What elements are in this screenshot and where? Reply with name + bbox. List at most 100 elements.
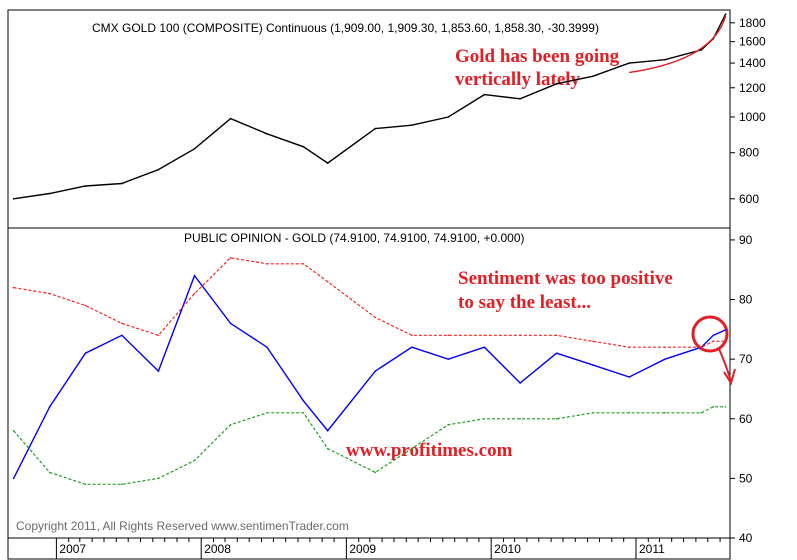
data-point-0-0-12: [447, 116, 450, 118]
data-point-1-1-11: [411, 334, 413, 337]
data-point-1-0-13: [483, 346, 486, 349]
watermark-url: www.profitimes.com: [346, 440, 513, 461]
data-point-1-2-12: [447, 423, 450, 426]
data-point-1-0-1: [48, 406, 51, 408]
data-point-1-1-3: [121, 322, 123, 325]
data-point-1-0-4: [157, 370, 160, 372]
copyright-text: Copyright 2011, All Rights Reserved www.…: [16, 519, 349, 533]
data-point-0-0-13: [483, 93, 486, 96]
data-point-0-0-2: [84, 185, 87, 187]
top-panel-title: CMX GOLD 100 (COMPOSITE) Continuous (1,9…: [92, 21, 599, 35]
data-point-1-2-14: [519, 418, 521, 420]
data-point-0-0-9: [326, 162, 329, 164]
series-line-1-0: [12, 274, 726, 479]
data-point-1-2-6: [229, 423, 232, 426]
bottom-annotation-line-2: to say the least...: [458, 292, 591, 313]
data-point-1-0-12: [447, 358, 450, 361]
top-panel-annotation: Gold has been going vertically lately: [455, 46, 620, 90]
x-tick-label-1: 2008: [204, 542, 231, 556]
series-line-1-2: [13, 406, 726, 485]
data-point-1-0-11: [411, 346, 413, 349]
data-point-1-2-15: [555, 418, 558, 420]
data-point-1-0-7: [266, 346, 268, 349]
data-point-0-0-14: [519, 98, 521, 100]
data-point-1-1-15: [555, 334, 558, 337]
data-point-0-0-1: [48, 192, 51, 195]
data-point-0-0-15: [555, 83, 558, 85]
bottom-annotation-line-1: Sentiment was too positive: [458, 268, 673, 289]
top-panel-frame: [7, 9, 731, 229]
series-line-0-0: [13, 13, 727, 200]
data-point-1-0-9: [326, 429, 329, 432]
data-point-1-2-7: [266, 412, 268, 414]
data-point-0-0-19: [700, 49, 703, 51]
data-point-0-0-21: [724, 13, 727, 15]
bottom-panel-title: PUBLIC OPINION - GOLD (74.9100, 74.9100,…: [184, 231, 525, 245]
data-point-1-0-16: [592, 364, 594, 366]
data-point-1-2-10: [374, 471, 377, 474]
down-arrow-head: [723, 368, 736, 386]
data-point-0-0-8: [302, 146, 305, 148]
data-point-0-0-3: [121, 182, 123, 185]
x-tick-label-0: 2007: [59, 542, 86, 556]
data-point-1-1-2: [84, 304, 87, 307]
data-point-1-2-16: [592, 412, 594, 414]
data-point-1-1-14: [519, 334, 521, 337]
data-point-1-2-1: [48, 471, 51, 474]
data-point-1-1-16: [592, 340, 594, 343]
data-point-0-0-7: [266, 133, 268, 135]
data-point-1-1-0: [12, 286, 15, 289]
y-tick-label-1-5: 90: [739, 233, 753, 247]
data-point-1-2-11: [411, 447, 413, 450]
data-point-1-1-20: [712, 340, 715, 343]
data-point-0-0-18: [664, 58, 666, 61]
data-point-1-2-8: [302, 412, 305, 414]
x-tick-label-4: 2011: [639, 542, 665, 556]
data-point-0-0-5: [193, 148, 196, 150]
data-point-0-0-11: [411, 124, 413, 126]
y-tick-label-1-4: 80: [739, 293, 753, 307]
data-point-1-1-1: [48, 292, 51, 295]
data-point-1-0-6: [229, 322, 232, 325]
data-point-1-1-4: [157, 334, 160, 337]
data-point-1-2-3: [121, 483, 123, 486]
y-tick-label-1-0: 40: [739, 531, 753, 545]
x-tick-label-3: 2010: [494, 542, 521, 556]
data-point-1-0-21: [724, 329, 727, 331]
data-point-1-2-13: [483, 418, 486, 420]
data-point-1-1-10: [374, 316, 377, 319]
data-point-1-0-17: [628, 376, 630, 378]
data-point-0-0-17: [628, 62, 630, 64]
highlight-circle: [691, 315, 729, 353]
data-point-1-1-21: [724, 340, 727, 343]
data-point-1-1-13: [483, 334, 486, 337]
data-point-0-0-0: [12, 198, 15, 200]
data-point-1-2-4: [157, 477, 160, 480]
data-point-1-2-18: [664, 412, 666, 414]
data-point-1-0-2: [84, 352, 87, 355]
top-annotation-line-1: Gold has been going: [455, 46, 620, 67]
data-point-1-2-0: [12, 429, 15, 432]
data-point-1-2-2: [84, 483, 87, 486]
y-tick-label-1-3: 70: [739, 352, 753, 366]
x-tick-label-2: 2009: [349, 542, 376, 556]
data-point-1-2-21: [724, 406, 727, 408]
top-annotation-line-2: vertically lately: [455, 69, 581, 90]
down-arrow: [718, 348, 732, 382]
data-point-1-2-9: [326, 447, 329, 450]
y-tick-label-1-2: 60: [739, 412, 753, 426]
data-point-1-0-10: [374, 370, 377, 372]
data-point-1-1-12: [447, 334, 450, 337]
data-point-1-0-3: [121, 334, 123, 337]
x-axis-band: [7, 537, 731, 560]
plot-layer: 600 800 1000 1200 1400 1600 1800 40 50 60 70 80 90 20…: [12, 13, 766, 559]
data-point-1-0-15: [555, 352, 558, 355]
data-point-1-1-19: [700, 346, 703, 349]
bottom-panel-annotation: Sentiment was too positive to say the le…: [458, 268, 673, 313]
data-point-1-1-5: [193, 292, 196, 295]
data-point-0-0-16: [592, 75, 594, 77]
data-point-1-1-6: [229, 257, 232, 259]
data-point-0-0-4: [157, 168, 160, 171]
